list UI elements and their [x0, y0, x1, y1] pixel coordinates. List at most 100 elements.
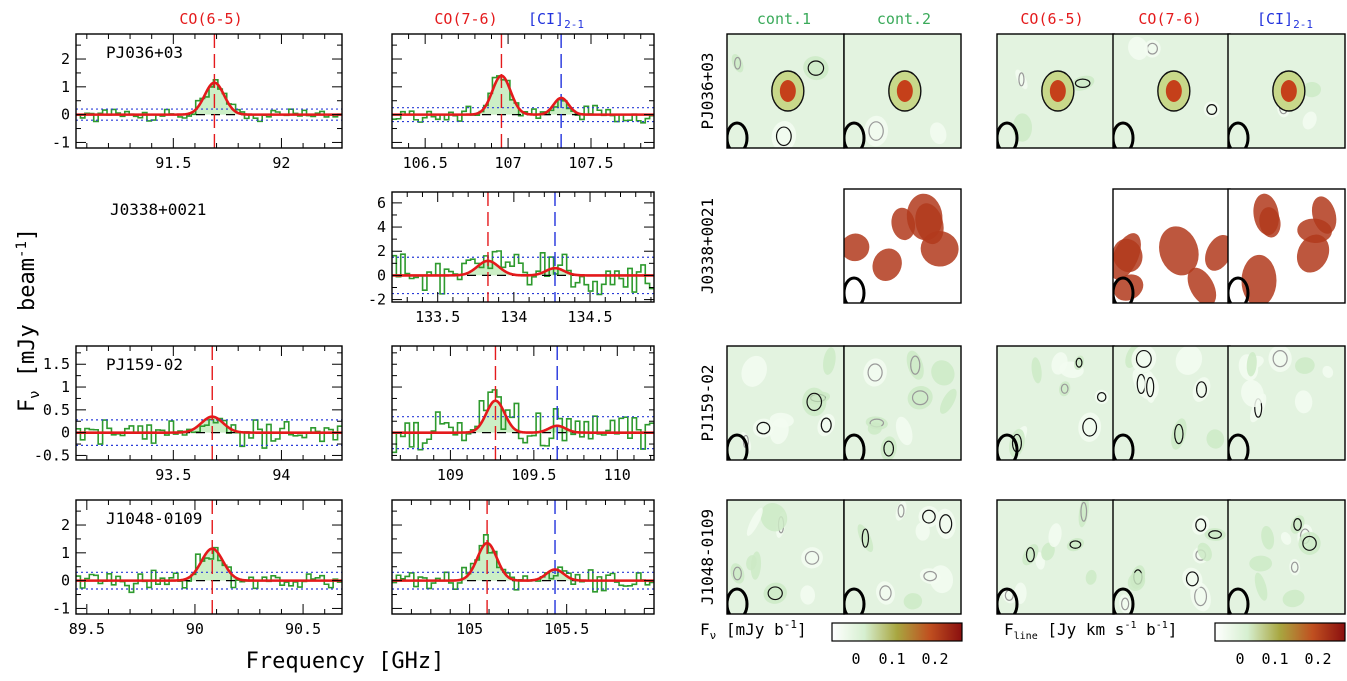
- map-blob: [1282, 589, 1305, 608]
- map-blob: [802, 387, 827, 417]
- beam-ellipse: [1113, 121, 1135, 148]
- map-contour: [1302, 535, 1317, 551]
- beam-ellipse: [997, 433, 1019, 460]
- source-label: J1048-0109: [106, 509, 202, 528]
- map-contour: [1185, 571, 1199, 587]
- gaussian-fit: [392, 541, 654, 582]
- map-blob: [915, 522, 930, 541]
- y-tick-label: 0: [61, 424, 70, 442]
- map-source-peak: [779, 80, 796, 102]
- map-blob: [1071, 75, 1095, 91]
- y-tick-label: 4: [377, 218, 386, 236]
- map-image: [1113, 34, 1230, 148]
- y-tick-label: 6: [377, 194, 386, 212]
- spectrum-frame: [391, 345, 655, 461]
- map-blob: [1302, 111, 1317, 130]
- map-contour: [867, 363, 883, 382]
- x-tick-label: 134.5: [567, 308, 612, 326]
- map-blob: [746, 507, 763, 536]
- map-blob: [1182, 567, 1203, 591]
- map-image: [997, 34, 1114, 148]
- map-image: [1228, 346, 1345, 460]
- map-blob: [1261, 525, 1275, 550]
- beam-ellipse: [1228, 587, 1250, 614]
- map-panel: [843, 345, 962, 461]
- map-blob: [746, 555, 757, 571]
- map-source-peak: [1165, 80, 1182, 102]
- x-tick-label: 109.5: [511, 466, 556, 484]
- map-row-label: PJ159-02: [698, 364, 717, 441]
- gaussian-fit: [392, 259, 654, 277]
- map-contour: [1121, 597, 1130, 611]
- map-blob: [1078, 500, 1089, 528]
- map-blob: [800, 585, 816, 605]
- map-frame: [843, 188, 962, 304]
- map-contour: [1060, 383, 1069, 394]
- map-blob: [895, 416, 913, 446]
- x-tick-label: 93.5: [155, 466, 191, 484]
- spectrum-panel-5: 89.5 90 90.5 -1 0 1 2 J1048-0109: [52, 499, 343, 638]
- map-frame: [1227, 188, 1346, 304]
- spectrum-plot-area-4: [392, 346, 654, 460]
- y-tick-label: 2: [377, 242, 386, 260]
- source-label-j0338: J0338+0021: [110, 200, 206, 219]
- header-co65-map: CO(6-5): [1020, 10, 1083, 28]
- map-contour: [923, 570, 937, 582]
- map-blob: [1302, 81, 1322, 98]
- map-image: [844, 346, 961, 460]
- y-tick-label: 1: [61, 78, 70, 96]
- beam-ellipse: [727, 121, 749, 148]
- y-tick-label: 1: [61, 544, 70, 562]
- map-contour: [1272, 349, 1288, 368]
- map-blob: [760, 502, 788, 532]
- map-frame: [1227, 345, 1346, 461]
- map-blob: [771, 120, 797, 148]
- colorbar-continuum-label: Fν [mJy b-1]: [700, 618, 807, 642]
- map-contour: [1146, 376, 1155, 398]
- beam-ellipse: [844, 121, 866, 148]
- map-blob: [769, 412, 794, 428]
- cbar2-tick-2: 0.2: [1304, 650, 1331, 668]
- gaussian-fit: [76, 81, 342, 116]
- map-contour: [807, 60, 825, 76]
- map-blob: [1197, 542, 1212, 562]
- header-ci-spec: [CI]2-1: [528, 10, 584, 31]
- y-tick-label: -1: [52, 133, 70, 151]
- map-contour: [1075, 357, 1083, 368]
- map-blob: [1253, 193, 1279, 236]
- map-panel: [1227, 33, 1346, 149]
- map-contour: [1293, 518, 1302, 531]
- map-blob: [1290, 515, 1305, 534]
- y-tick-label: -2: [368, 291, 386, 309]
- map-blob: [1175, 346, 1203, 375]
- map-panel: [1227, 499, 1346, 615]
- map-blob: [1015, 69, 1028, 90]
- map-image: [1113, 346, 1230, 460]
- gaussian-fit: [392, 399, 654, 434]
- map-row-label: J0338+0021: [698, 198, 717, 294]
- spectrum-panel-1: 106.5 107 107.5: [391, 33, 655, 172]
- map-contour: [806, 392, 823, 412]
- map-blob: [1268, 346, 1292, 373]
- beam-ellipse: [844, 276, 866, 303]
- map-blob: [864, 115, 889, 147]
- map-blob: [1296, 234, 1330, 273]
- map-blob: [801, 547, 823, 569]
- beam-ellipse: [1228, 121, 1250, 148]
- map-blob: [1059, 381, 1071, 397]
- beam-ellipse: [997, 121, 1019, 148]
- map-panel: [843, 33, 962, 149]
- map-contour: [883, 440, 895, 457]
- map-blob: [1241, 254, 1277, 303]
- map-panel: [1112, 33, 1231, 149]
- map-contour: [1074, 78, 1091, 88]
- spectrum-plot-area-5: [76, 500, 342, 614]
- map-blob: [1204, 528, 1226, 541]
- map-image: [1228, 34, 1345, 148]
- x-tick-label: 109: [437, 466, 464, 484]
- colorbar-line-gradient: [1214, 622, 1346, 642]
- spectrum-frame: [75, 499, 343, 615]
- map-image: [1113, 500, 1230, 614]
- map-blob: [1203, 101, 1220, 118]
